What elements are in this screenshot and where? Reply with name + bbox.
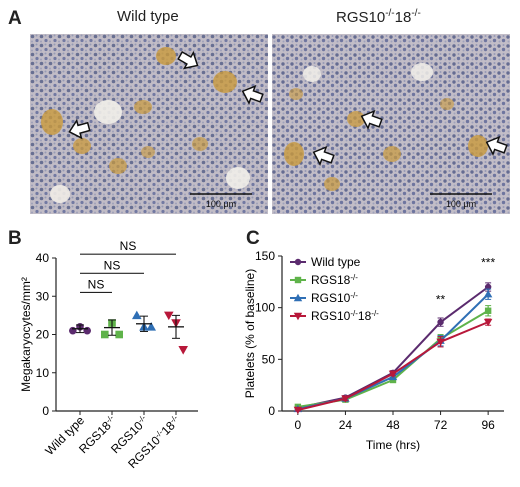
arrow-icon [177, 50, 199, 70]
legend-swatch-marker [293, 293, 303, 302]
data-point [146, 322, 156, 331]
series-line [297, 309, 489, 408]
legend-label: RGS10-/-18-/- [311, 309, 379, 324]
legend-label-main: RGS10 [311, 291, 351, 305]
panel-b-letter: B [8, 228, 22, 249]
scale-label-knockout: 100 μm [446, 199, 476, 209]
x-tick-label: 48 [386, 418, 400, 432]
significance-label: *** [481, 255, 495, 269]
x-tick-label-sup: -/- [104, 413, 116, 425]
data-point [164, 311, 174, 321]
legend-swatch-marker [294, 276, 302, 284]
y-tick-label: 100 [255, 301, 275, 315]
data-point [69, 326, 77, 335]
micrograph-wildtype: 100 μm [30, 34, 268, 214]
data-point [437, 318, 444, 326]
legend-label-main: RGS10 [311, 309, 351, 323]
legend-swatch-marker [294, 258, 302, 266]
x-tick-label-sup: -/- [136, 413, 148, 425]
data-point [132, 310, 142, 320]
data-point [115, 330, 123, 339]
legend-label-sup: -/- [350, 309, 358, 318]
x-axis-label: Time (hrs) [366, 438, 420, 452]
y-tick-label: 10 [36, 366, 50, 380]
scale-label-wildtype: 100 μm [206, 199, 236, 209]
data-point [483, 290, 493, 298]
arrow-icon [485, 135, 508, 156]
data-point [83, 326, 91, 335]
y-tick-label: 150 [255, 249, 275, 263]
arrow-icon [68, 118, 91, 140]
comparison-label: NS [88, 277, 105, 291]
arrow-icon [312, 145, 335, 166]
x-tick-label: 24 [339, 418, 353, 432]
legend-label-main: RGS18 [311, 273, 351, 287]
y-axis-label: Megakaryocytes/mm² [19, 277, 33, 392]
legend-label: RGS10-/- [311, 291, 358, 306]
data-point [388, 370, 398, 378]
legend-swatch-marker [293, 312, 303, 321]
y-tick-label: 20 [36, 328, 50, 342]
data-point [484, 307, 492, 314]
series-line [297, 286, 489, 409]
legend-label: Wild type [311, 255, 361, 269]
y-axis-label: Platelets (% of baseline) [243, 269, 257, 398]
y-tick-label: 0 [268, 404, 275, 418]
legend-label-sup: -/- [350, 273, 358, 282]
y-tick-label: 50 [262, 352, 276, 366]
micrograph-knockout: 100 μm [272, 34, 510, 214]
comparison-label: NS [120, 240, 137, 253]
x-tick-label-sup: -/- [153, 427, 165, 439]
y-tick-label: 40 [36, 251, 50, 265]
x-tick-label-sup: -/- [168, 413, 180, 425]
x-tick-label: 0 [295, 418, 302, 432]
legend-label-main: 18 [358, 309, 372, 323]
comparison-label: NS [104, 258, 121, 272]
panel-c-letter: C [246, 228, 260, 249]
legend-label-sup: -/- [371, 309, 379, 318]
data-point [101, 330, 109, 339]
significance-label: ** [436, 293, 446, 307]
series-line [297, 321, 489, 411]
y-tick-label: 30 [36, 289, 50, 303]
data-point [483, 318, 493, 327]
legend-label-sup: -/- [350, 291, 358, 300]
data-point [293, 406, 303, 415]
legend-label: RGS18-/- [311, 273, 358, 288]
y-tick-label: 0 [42, 404, 49, 418]
panel-a-letter: A [8, 8, 22, 29]
arrow-icon [241, 84, 264, 105]
micro-title-wildtype: Wild type [117, 8, 179, 25]
x-tick-label: 72 [434, 418, 448, 432]
chart-platelets: 0 50 100 150 0 24 48 72 96 Platelets (% of baseli… [243, 249, 504, 452]
data-point [436, 338, 445, 346]
x-tick-label: 96 [481, 418, 495, 432]
legend-label-main: Wild type [311, 255, 361, 269]
arrow-icon [360, 109, 383, 130]
data-point [341, 395, 350, 403]
micro-title-knockout: RGS10-/-18-/- [336, 8, 421, 26]
data-point [178, 346, 188, 355]
